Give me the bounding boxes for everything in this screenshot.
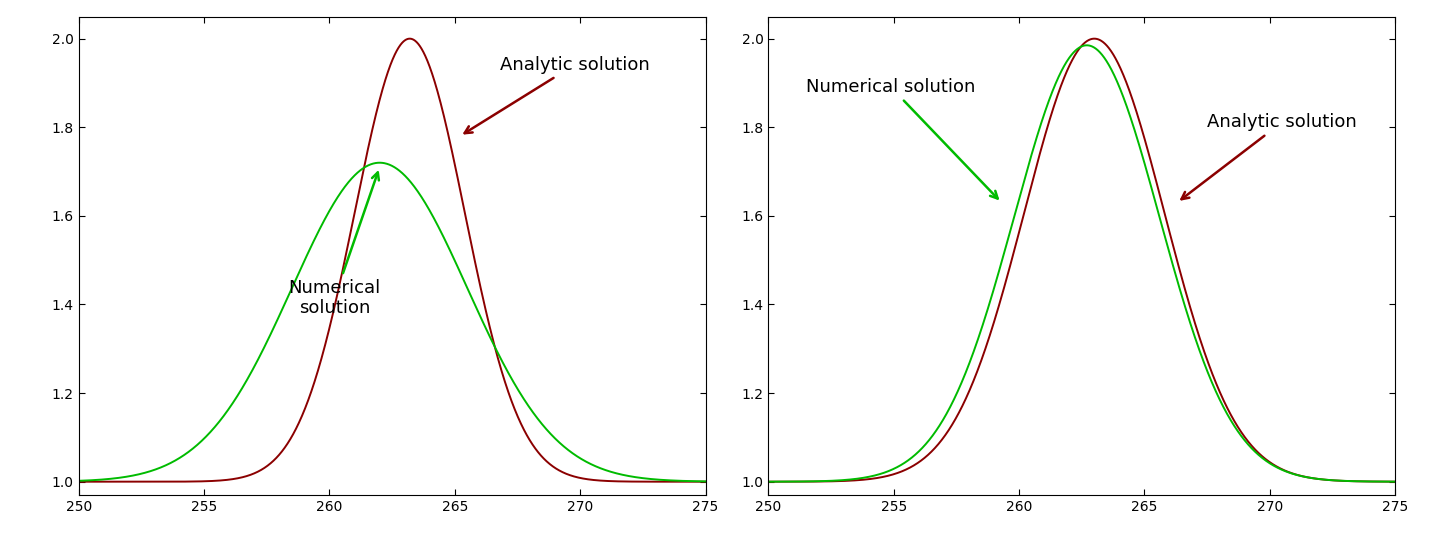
Text: Numerical solution: Numerical solution [806, 78, 997, 199]
Text: Analytic solution: Analytic solution [1182, 113, 1357, 199]
Text: Analytic solution: Analytic solution [465, 56, 650, 133]
Text: Numerical
solution: Numerical solution [289, 172, 381, 317]
